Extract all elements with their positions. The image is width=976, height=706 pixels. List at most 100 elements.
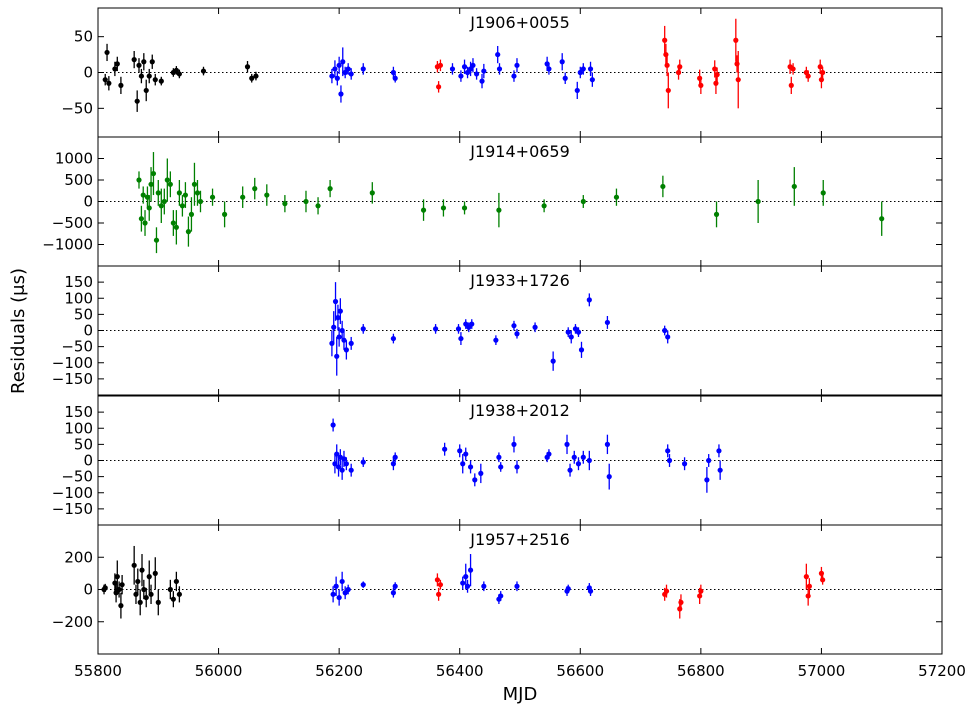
data-point [712,66,718,72]
data-point [716,448,722,454]
data-point [478,470,484,476]
y-tick-label: 500 [64,171,93,189]
data-point [437,62,444,68]
data-point [360,459,366,465]
data-point [360,582,366,588]
data-point [348,467,354,473]
data-point [148,181,154,187]
x-tick-label: 56400 [436,662,484,680]
data-point [152,77,158,83]
data-point [587,66,594,72]
data-point [565,586,571,592]
data-point [141,59,147,65]
data-point [463,574,469,580]
data-point [158,78,164,84]
panel-title: J1914+0659 [469,142,570,161]
data-point [575,461,582,467]
data-point [339,467,345,473]
data-point [244,64,251,70]
y-tick-label: 50 [74,435,93,453]
data-point [333,583,339,589]
y-tick-label: −150 [52,500,93,518]
data-point [606,474,612,480]
data-point [820,577,826,583]
data-point [820,190,826,196]
data-point [179,203,185,209]
data-point [264,192,270,198]
y-tick-label: 0 [83,322,93,340]
data-point [153,237,160,243]
data-point [818,77,825,83]
data-point [240,194,246,200]
data-point [498,593,504,599]
data-point [574,87,580,94]
data-point [442,446,448,452]
data-point [119,582,125,588]
y-tick-label: 200 [64,548,93,566]
data-point [546,66,552,72]
data-point [336,594,342,601]
data-point [803,574,809,580]
data-point [666,457,673,464]
data-point [188,211,195,217]
data-point [805,593,811,599]
data-point [678,599,684,606]
data-point [735,77,741,83]
data-point [464,69,471,76]
data-point [713,211,720,217]
data-point [191,181,198,187]
data-point [116,586,122,593]
x-tick-label: 56800 [677,662,725,680]
y-tick-label: −1000 [42,236,93,254]
data-point [146,574,152,580]
data-point [136,62,142,68]
data-point [458,73,464,79]
x-tick-label: 55800 [74,662,122,680]
data-point [369,190,375,196]
data-point [562,75,568,81]
data-point [114,61,120,67]
data-point [104,49,110,56]
data-point [390,461,396,467]
data-point [817,64,823,70]
data-point [176,71,182,77]
panel-title: J1906+0055 [469,13,570,32]
data-point [345,586,351,593]
data-point [568,334,574,340]
data-point [481,68,487,74]
data-point [173,578,179,585]
y-tick-label: 100 [64,419,93,437]
data-point [392,583,398,589]
data-point [170,220,176,226]
data-point [348,71,354,77]
data-point [706,457,712,464]
x-tick-label: 57000 [798,662,846,680]
data-point [148,591,154,597]
data-point [496,66,503,72]
data-point [604,319,611,326]
data-point [149,59,155,65]
data-point [341,456,347,462]
y-tick-label: 0 [83,193,93,211]
x-tick-label: 56000 [195,662,243,680]
data-point [698,82,704,88]
data-point [140,192,146,198]
data-point [449,66,456,72]
data-point [334,451,340,457]
y-tick-label: 150 [64,403,93,421]
data-point [514,62,520,68]
data-point [114,574,120,580]
data-point [461,64,468,70]
y-tick-label: 0 [83,452,93,470]
data-point [341,337,347,343]
data-point [360,66,366,72]
data-point [677,64,683,70]
data-point [681,461,688,467]
data-point [143,594,149,601]
data-point [511,73,517,79]
data-point [613,194,620,200]
data-point [158,203,164,209]
data-point [577,69,583,76]
data-point [580,454,586,460]
